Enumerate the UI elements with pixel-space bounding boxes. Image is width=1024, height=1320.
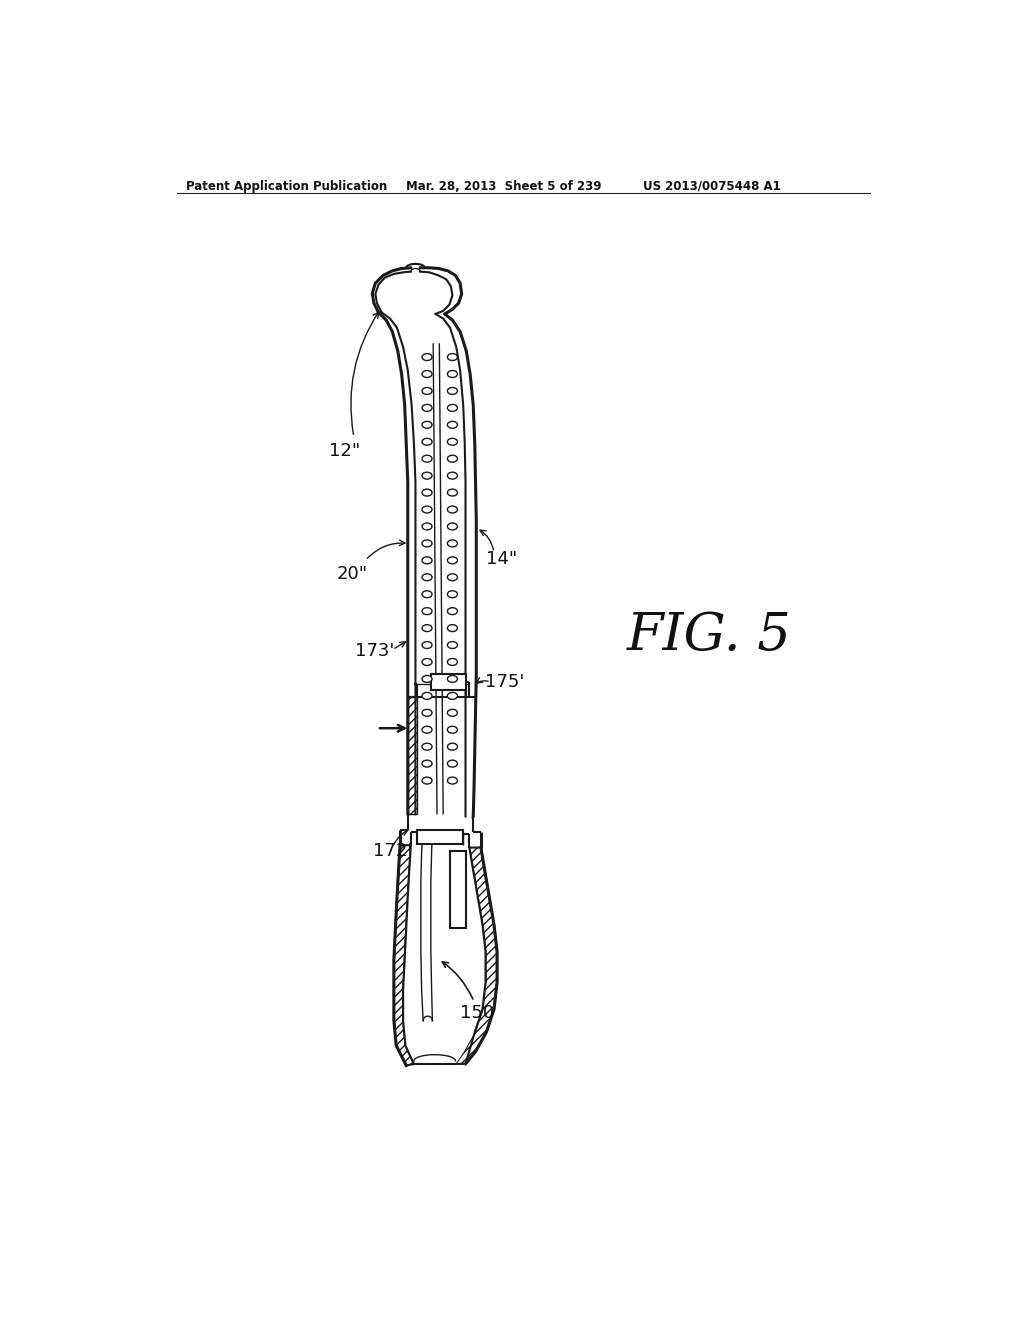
Ellipse shape [422,676,432,682]
Text: FIG. 5: FIG. 5 [628,610,792,661]
Text: US 2013/0075448 A1: US 2013/0075448 A1 [643,180,780,193]
Ellipse shape [447,574,458,581]
Ellipse shape [447,490,458,496]
Ellipse shape [447,624,458,631]
Ellipse shape [422,591,432,598]
Ellipse shape [447,591,458,598]
Bar [431,675,466,689]
Text: Mar. 28, 2013  Sheet 5 of 239: Mar. 28, 2013 Sheet 5 of 239 [407,180,602,193]
Ellipse shape [422,404,432,412]
Ellipse shape [422,777,432,784]
Ellipse shape [422,438,432,445]
Ellipse shape [422,693,432,700]
Polygon shape [403,845,485,1064]
Ellipse shape [422,743,432,750]
Ellipse shape [447,473,458,479]
Ellipse shape [447,709,458,717]
Ellipse shape [422,607,432,615]
Text: 173': 173' [355,643,395,660]
Ellipse shape [447,659,458,665]
Ellipse shape [447,523,458,529]
Ellipse shape [422,506,432,513]
Text: 12": 12" [330,442,360,459]
Polygon shape [408,697,417,814]
Ellipse shape [422,490,432,496]
Ellipse shape [422,709,432,717]
Ellipse shape [447,743,458,750]
Ellipse shape [447,506,458,513]
Ellipse shape [422,659,432,665]
Ellipse shape [422,354,432,360]
Ellipse shape [447,777,458,784]
Ellipse shape [447,676,458,682]
Polygon shape [456,847,497,1064]
Ellipse shape [447,557,458,564]
Text: 172': 172' [373,842,413,861]
Ellipse shape [447,438,458,445]
Ellipse shape [447,540,458,546]
Ellipse shape [422,371,432,378]
Bar [451,851,466,928]
Ellipse shape [422,455,432,462]
Ellipse shape [447,354,458,360]
Text: 150: 150 [460,1005,495,1022]
Text: 20": 20" [337,565,368,583]
Ellipse shape [447,726,458,733]
Ellipse shape [447,404,458,412]
Ellipse shape [422,421,432,428]
Text: 14": 14" [486,550,517,568]
Ellipse shape [447,642,458,648]
Ellipse shape [422,388,432,395]
Bar [417,830,463,843]
Text: Patent Application Publication: Patent Application Publication [186,180,387,193]
Ellipse shape [422,473,432,479]
Ellipse shape [447,455,458,462]
Text: 175': 175' [484,673,524,690]
Ellipse shape [422,557,432,564]
Polygon shape [394,845,414,1065]
Ellipse shape [422,574,432,581]
Ellipse shape [422,624,432,631]
Ellipse shape [422,760,432,767]
Ellipse shape [447,371,458,378]
Ellipse shape [447,388,458,395]
Ellipse shape [447,760,458,767]
Ellipse shape [447,607,458,615]
Ellipse shape [422,540,432,546]
Ellipse shape [422,726,432,733]
Ellipse shape [447,693,458,700]
Ellipse shape [447,421,458,428]
Ellipse shape [422,642,432,648]
Ellipse shape [422,523,432,529]
